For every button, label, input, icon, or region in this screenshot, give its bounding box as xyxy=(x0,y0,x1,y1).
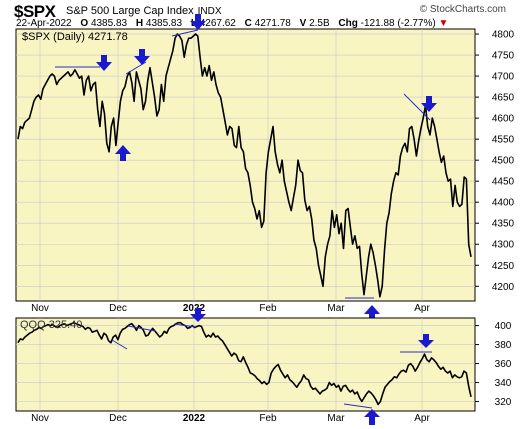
arrow-down-icon xyxy=(421,96,437,112)
arrow-up-icon xyxy=(364,409,380,425)
qqq-panel-background xyxy=(15,317,476,412)
arrow-up-icon xyxy=(115,145,131,161)
open-value: 4385.83 xyxy=(90,18,128,29)
qqq-y-tick-label: 360 xyxy=(495,359,512,370)
spx-y-tick-label: 4300 xyxy=(492,240,515,251)
arrow-down-icon xyxy=(96,55,112,71)
spx-annotations xyxy=(55,14,437,321)
volume-label: V xyxy=(299,18,307,29)
qqq-price-line xyxy=(17,321,472,406)
spx-y-tick-label: 4400 xyxy=(492,198,515,209)
qqq-annotations xyxy=(111,308,434,425)
trendline xyxy=(343,403,373,409)
spx-x-tick-label: Mar xyxy=(327,303,345,314)
qqq-x-tick-label: Apr xyxy=(414,413,430,424)
high-label: H xyxy=(135,18,144,29)
spx-x-tick-label: 2022 xyxy=(183,303,206,314)
open-label: O xyxy=(80,18,89,29)
volume-value: 2.5B xyxy=(309,18,330,29)
trendline xyxy=(127,325,156,332)
exchange-label: INDX xyxy=(197,6,222,17)
spx-legend: $SPX (Daily) 4271.78 xyxy=(22,31,128,43)
spx-price-panel: 4200 4250 4300 4350 4400 4450 4500 4550 4600 4650… xyxy=(15,14,515,321)
spx-y-tick-label: 4700 xyxy=(492,72,515,83)
spx-x-tick-label: Dec xyxy=(109,303,127,314)
qqq-y-tick-label: 380 xyxy=(495,340,512,351)
description-text: S&P 500 Large Cap Index xyxy=(66,5,194,17)
spx-y-axis: 4200 4250 4300 4350 4400 4450 4500 4550 4600 4650… xyxy=(475,30,515,293)
change-label: Chg xyxy=(338,18,358,29)
spx-y-tick-label: 4800 xyxy=(492,30,515,41)
qqq-x-tick-label: 2022 xyxy=(183,413,206,424)
qqq-y-tick-label: 320 xyxy=(495,397,512,408)
qqq-x-tick-label: Nov xyxy=(31,413,49,424)
spx-y-tick-label: 4750 xyxy=(492,51,515,62)
qqq-legend: QQQ 325.40 xyxy=(20,319,82,331)
qqq-x-tick-label: Mar xyxy=(327,413,345,424)
spx-x-tick-label: Apr xyxy=(414,303,430,314)
arrow-down-icon xyxy=(418,334,434,348)
spx-y-tick-label: 4600 xyxy=(492,114,515,125)
qqq-y-tick-label: 400 xyxy=(495,321,512,332)
qqq-x-tick-label: Feb xyxy=(259,413,277,424)
quote-line: 22-Apr-2022 O 4385.83 H 4385.83 L 4267.6… xyxy=(16,18,448,29)
spx-price-line xyxy=(17,33,472,298)
spx-x-tick-label: Feb xyxy=(259,303,277,314)
spx-y-tick-label: 4450 xyxy=(492,177,515,188)
qqq-overlay-panel: 320 340 360 380 400 Nov Dec 2022 Feb Mar Apr QQQ … xyxy=(15,308,512,425)
spx-x-axis: Nov Dec 2022 Feb Mar Apr xyxy=(31,303,430,314)
qqq-y-axis: 320 340 360 380 400 xyxy=(475,321,512,408)
close-label: C xyxy=(244,18,252,29)
spx-y-tick-label: 4550 xyxy=(492,135,515,146)
spx-y-tick-label: 4500 xyxy=(492,156,515,167)
spx-y-tick-label: 4250 xyxy=(492,261,515,272)
spx-y-tick-label: 4350 xyxy=(492,219,515,230)
low-value: 4267.62 xyxy=(199,18,236,29)
spx-gridlines xyxy=(16,29,475,301)
watermark: © StockCharts.com xyxy=(419,4,506,15)
trendline xyxy=(171,29,199,37)
arrow-down-icon xyxy=(190,14,206,30)
qqq-y-tick-label: 340 xyxy=(495,378,512,389)
quote-date: 22-Apr-2022 xyxy=(16,18,72,29)
change-value: -121.88 (-2.77%) xyxy=(360,18,436,29)
spx-y-tick-label: 4200 xyxy=(492,282,515,293)
symbol-description: S&P 500 Large Cap Index INDX xyxy=(66,5,222,17)
arrow-down-icon xyxy=(190,308,206,322)
trendline xyxy=(173,323,197,328)
qqq-x-axis: Nov Dec 2022 Feb Mar Apr xyxy=(31,413,430,424)
trendline xyxy=(111,339,128,350)
symbol-label: $SPX xyxy=(14,2,56,21)
close-value: 4271.78 xyxy=(254,18,291,29)
high-value: 4385.83 xyxy=(145,18,183,29)
arrow-down-icon xyxy=(134,49,150,65)
spx-y-tick-label: 4650 xyxy=(492,93,515,104)
arrow-up-icon xyxy=(364,305,380,321)
spx-x-tick-label: Nov xyxy=(31,303,49,314)
down-triangle-icon: ▼ xyxy=(438,18,449,29)
trendline xyxy=(403,93,431,121)
qqq-x-tick-label: Dec xyxy=(109,413,127,424)
